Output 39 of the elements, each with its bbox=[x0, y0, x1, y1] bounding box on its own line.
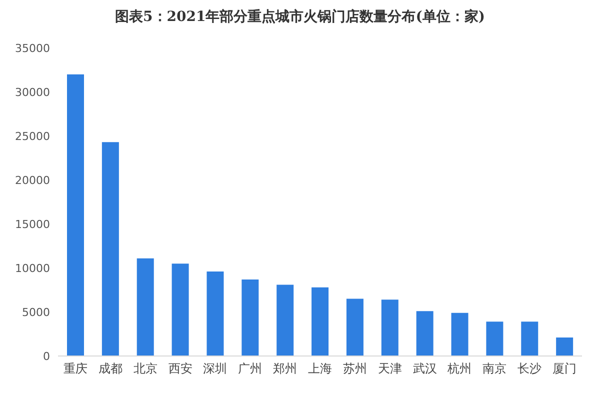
x-tick-label: 郑州 bbox=[273, 362, 298, 376]
y-tick-label: 5000 bbox=[22, 306, 50, 319]
y-tick-label: 35000 bbox=[15, 42, 50, 55]
bar bbox=[102, 142, 119, 356]
x-tick-label: 西安 bbox=[168, 362, 192, 376]
x-tick-label: 南京 bbox=[482, 362, 507, 376]
x-tick-label: 武汉 bbox=[412, 362, 437, 376]
bar bbox=[416, 311, 434, 356]
y-tick-label: 20000 bbox=[15, 174, 50, 187]
x-tick-label: 长沙 bbox=[518, 362, 542, 376]
x-tick-label: 杭州 bbox=[446, 362, 472, 376]
x-tick-label: 深圳 bbox=[203, 362, 228, 376]
x-tick-label: 广州 bbox=[238, 362, 262, 376]
bar bbox=[67, 74, 84, 356]
bar bbox=[276, 284, 294, 356]
bar bbox=[172, 264, 189, 356]
x-tick-label: 厦门 bbox=[552, 362, 577, 376]
bar bbox=[136, 258, 154, 356]
chart-title: 图表5：2021年部分重点城市火锅门店数量分布(单位：家) bbox=[114, 8, 486, 27]
bar bbox=[242, 279, 259, 356]
x-tick-label: 重庆 bbox=[63, 362, 88, 376]
bar bbox=[521, 322, 538, 356]
bar bbox=[556, 338, 574, 356]
x-tick-label: 成都 bbox=[98, 362, 122, 376]
y-tick-label: 15000 bbox=[15, 218, 50, 231]
y-tick-label: 0 bbox=[43, 350, 50, 363]
bar bbox=[346, 298, 364, 356]
bar bbox=[206, 272, 224, 356]
bar bbox=[381, 300, 398, 356]
x-tick-label: 天津 bbox=[378, 362, 402, 376]
bar bbox=[312, 287, 329, 356]
x-tick-label: 北京 bbox=[133, 362, 158, 376]
y-tick-label: 10000 bbox=[15, 262, 50, 275]
y-tick-label: 25000 bbox=[15, 130, 50, 143]
x-tick-label: 上海 bbox=[308, 362, 332, 376]
x-tick-label: 苏州 bbox=[342, 362, 367, 376]
bar bbox=[451, 312, 468, 356]
y-tick-label: 30000 bbox=[15, 86, 50, 99]
bar bbox=[486, 322, 504, 356]
